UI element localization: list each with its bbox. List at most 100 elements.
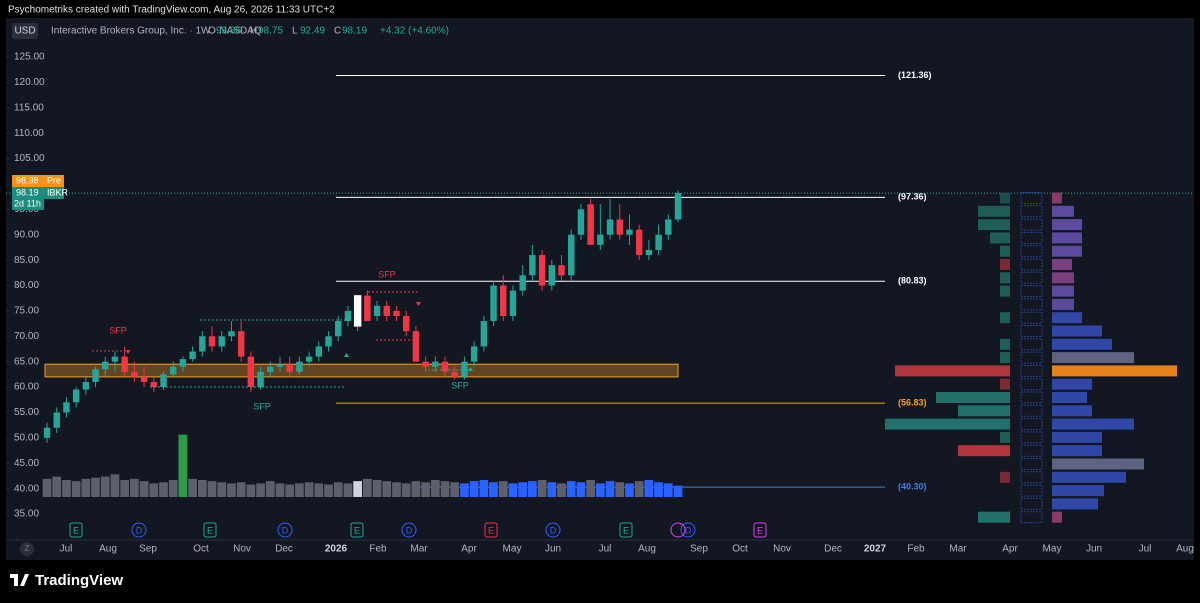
logo-mark [10, 574, 29, 586]
logo-text: TradingView [35, 572, 123, 589]
x-tick-label: Feb [369, 544, 387, 555]
volume-bar [479, 480, 489, 497]
volume-bar [227, 483, 236, 497]
candle-body [461, 361, 468, 377]
volume-bar [401, 483, 411, 497]
volume-bar [508, 483, 518, 497]
profile-box [1020, 404, 1043, 417]
event-label: E [73, 525, 79, 535]
profile-bar-left [1000, 378, 1010, 390]
volume-bar [489, 482, 498, 497]
countdown: 2d 11h [14, 198, 41, 208]
currency-button[interactable] [12, 23, 38, 39]
profile-box [1020, 258, 1043, 271]
volume-bar [528, 481, 537, 497]
event-label: E [488, 525, 494, 535]
x-tick-label: Dec [824, 544, 842, 555]
profile-bar-right [1052, 405, 1092, 417]
sfp-marker [416, 302, 421, 306]
event-label: E [623, 525, 629, 535]
volume-bar [81, 478, 91, 497]
credit: Psychometriks created with TradingView.c… [8, 5, 335, 16]
profile-box [1020, 497, 1043, 510]
profile-bar-left [1000, 312, 1010, 324]
volume-bar [314, 483, 324, 497]
profile-bar-right [1052, 325, 1102, 337]
y-tick-label: 35.00 [14, 509, 39, 520]
profile-bar-left [1000, 245, 1010, 257]
candle-body [218, 336, 225, 347]
candle-body [412, 331, 420, 362]
profile-bar-left [978, 205, 1010, 217]
profile-bar-right [1052, 378, 1092, 390]
candle-body [208, 336, 216, 347]
volume-bar [71, 481, 81, 497]
y-tick-label: 105.00 [14, 153, 45, 164]
volume-bar [537, 480, 547, 497]
profile-box [1020, 378, 1043, 391]
profile-box [1020, 285, 1043, 298]
volume-bar [324, 484, 333, 497]
candle-body [179, 359, 187, 367]
profile-box [1020, 338, 1043, 351]
volume-bar [372, 480, 382, 497]
x-tick-label: Aug [1176, 544, 1194, 555]
sfp-marker [468, 367, 473, 371]
candle-body [131, 371, 138, 377]
profile-bar-left [1000, 471, 1010, 483]
volume-bar [275, 483, 285, 497]
volume-bar [256, 483, 265, 497]
annotation: SFP [253, 401, 271, 411]
candle-body [121, 356, 128, 372]
candle-body [305, 356, 313, 362]
x-tick-label: Mar [949, 544, 967, 555]
y-tick-label: 80.00 [14, 280, 39, 291]
x-tick-label: 2026 [325, 544, 348, 555]
ohlc-key: L [292, 26, 298, 37]
price-tag-name: Pre [47, 175, 61, 185]
profile-bar-left [1000, 192, 1010, 204]
level-label: (40.30) [898, 481, 927, 491]
ohlc-value: 93.86 [216, 26, 241, 37]
profile-bar-left [936, 392, 1010, 403]
profile-bar-right [1052, 392, 1087, 403]
y-tick-label: 50.00 [14, 432, 39, 443]
profile-bar-right [1052, 485, 1104, 497]
candle-body [325, 336, 332, 347]
candle-body [247, 356, 255, 388]
x-tick-label: Nov [233, 544, 251, 555]
ohlc-value: 92.49 [300, 26, 325, 37]
y-tick-label: 60.00 [14, 382, 39, 393]
x-tick-label: Mar [410, 544, 428, 555]
profile-bar-left [958, 405, 1010, 417]
event-label: D [550, 525, 557, 535]
profile-bar-right [1052, 272, 1074, 284]
y-tick-label: 75.00 [14, 306, 39, 317]
ohlc-value: 98.75 [258, 26, 283, 37]
symbol: Interactive Brokers Group, Inc. · 1W · N… [51, 26, 262, 37]
y-tick-label: 110.00 [14, 128, 44, 139]
zoom-button[interactable] [20, 542, 34, 556]
candle-body [470, 346, 478, 362]
candle-body [509, 290, 517, 316]
profile-bar-right [1052, 418, 1134, 430]
profile-box [1020, 391, 1043, 404]
price-tag [12, 187, 64, 199]
volume-bar [42, 478, 52, 497]
candle-body [189, 351, 196, 360]
zoom-label: Z [25, 544, 30, 553]
y-tick-label: 125.00 [14, 52, 45, 63]
candle-body [237, 331, 245, 357]
candle-body [674, 193, 682, 220]
candle-body [53, 412, 60, 428]
level-label: (80.83) [898, 276, 927, 286]
volume-bar [168, 480, 178, 497]
volume-bar [91, 477, 100, 497]
price-tag-name: IBKR [47, 187, 69, 197]
volume-bar [557, 483, 566, 497]
candle-body [490, 285, 497, 322]
volume-bar [663, 483, 673, 497]
level-label: (121.36) [898, 70, 932, 80]
x-tick-label: Apr [1002, 544, 1018, 555]
